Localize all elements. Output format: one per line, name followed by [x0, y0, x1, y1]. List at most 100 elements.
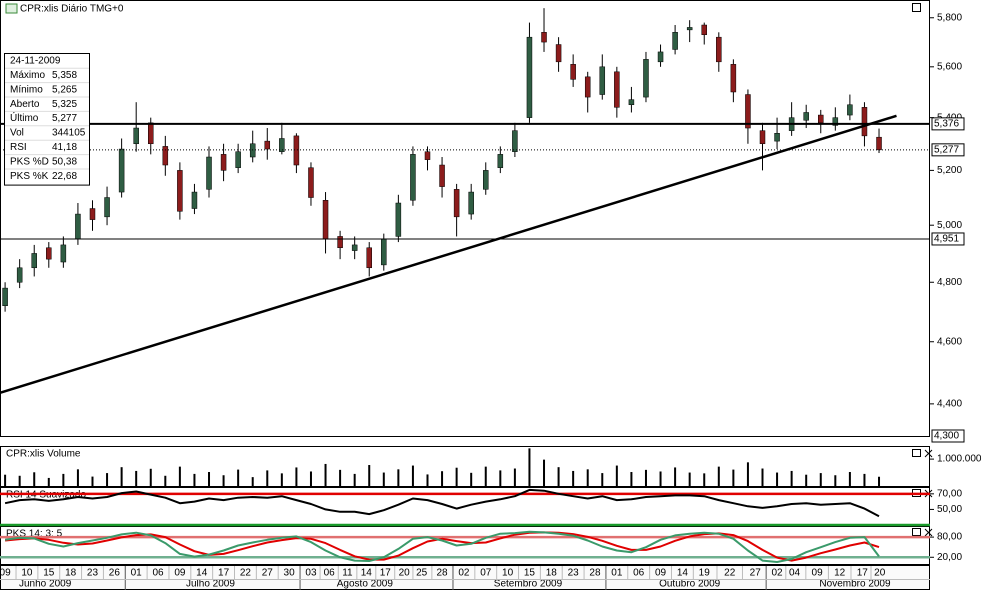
candle-body: [337, 236, 343, 248]
x-tick-label: 10: [21, 568, 33, 579]
chart-title: CPR:xlis Diário TMG+0: [20, 4, 124, 15]
candle-body: [497, 154, 504, 168]
candle-body: [643, 59, 649, 98]
candle-body: [672, 32, 678, 50]
x-tick-label: 02: [772, 568, 784, 579]
last-price-label: 5,277: [934, 144, 959, 155]
volume-bar: [878, 476, 881, 486]
indicator-line: [4, 488, 880, 518]
x-tick-label: 18: [65, 568, 77, 579]
x-tick-label: 15: [524, 568, 536, 579]
pks-panel: [0, 526, 930, 565]
volume-bar: [586, 469, 589, 486]
candle-body: [75, 213, 81, 240]
volume-panel: [0, 446, 930, 487]
x-tick-label: 09: [812, 568, 824, 579]
volume-bar: [295, 467, 298, 486]
main-panel: [0, 0, 930, 437]
y-tick-label: 5,000: [937, 220, 962, 231]
x-tick-label: 23: [87, 568, 99, 579]
candle-body: [614, 71, 620, 108]
volume-bar: [644, 469, 647, 486]
volume-bar: [149, 468, 152, 486]
volume-bar: [776, 472, 779, 486]
candle-body: [293, 135, 300, 166]
volume-bar: [761, 468, 764, 486]
x-tick-label: 20: [874, 568, 886, 579]
candle-body: [351, 244, 358, 251]
volume-bar: [688, 472, 691, 486]
x-tick-label: 30: [284, 568, 296, 579]
volume-bar: [106, 473, 109, 486]
y-tick-label: 4,400: [937, 399, 962, 410]
x-tick-label: 27: [750, 568, 762, 579]
x-tick-label: 17: [857, 568, 869, 579]
panel-title: RSI 14 Suavizado: [6, 490, 86, 501]
y-tick-label: 5,200: [937, 165, 962, 176]
volume-bar: [717, 466, 720, 486]
maximize-icon[interactable]: [912, 449, 921, 457]
y-tick-label: 1.000.000: [937, 454, 982, 465]
date-axis: [0, 565, 930, 590]
volume-bar: [324, 463, 327, 486]
candle-body: [206, 156, 212, 190]
volume-bar: [601, 473, 604, 486]
volume-bar: [309, 471, 312, 486]
candle-body: [395, 202, 402, 237]
candle-body: [832, 117, 839, 126]
candle-body: [424, 151, 431, 160]
volume-bar: [426, 474, 429, 486]
volume-bar: [819, 473, 822, 486]
x-tick-label: 11: [342, 568, 353, 579]
last-price-label-box: [931, 143, 965, 157]
x-tick-label: 06: [324, 568, 336, 579]
volume-bar: [353, 473, 356, 486]
maximize-icon[interactable]: [912, 528, 921, 536]
candle-body: [584, 76, 591, 98]
maximize-icon[interactable]: [912, 3, 921, 12]
close-icon[interactable]: [924, 528, 933, 537]
volume-bar: [557, 467, 560, 486]
candle-body: [876, 136, 882, 151]
candle-body: [526, 36, 533, 118]
volume-bar: [863, 473, 866, 486]
volume-bar: [805, 474, 808, 486]
x-tick-label: 17: [380, 568, 392, 579]
candle-body: [759, 130, 766, 145]
volume-bar: [659, 471, 662, 486]
x-tick-label: 06: [633, 568, 645, 579]
candle-body: [439, 164, 445, 187]
volume-bar: [339, 469, 342, 486]
candle-body: [381, 239, 387, 266]
symbol-icon: [5, 3, 18, 14]
candle-body: [162, 146, 169, 166]
x-tick-label: 12: [834, 568, 846, 579]
x-tick-label: 09: [174, 568, 186, 579]
volume-bar: [615, 465, 618, 486]
x-tick-label: 10: [502, 568, 514, 579]
price-label-box: [931, 117, 965, 131]
info-value: 22,68: [52, 171, 77, 182]
candle-body: [803, 112, 809, 121]
candle-body: [279, 138, 285, 152]
candle-body: [512, 130, 518, 152]
candle-body: [453, 189, 460, 218]
month-label: Setembro 2009: [494, 579, 563, 590]
candle-body: [60, 244, 67, 263]
x-tick-label: 18: [546, 568, 558, 579]
volume-bar: [397, 469, 400, 486]
close-icon[interactable]: [924, 449, 933, 458]
x-tick-label: 15: [43, 568, 55, 579]
price-label: 4,951: [934, 234, 959, 245]
volume-bar: [543, 459, 546, 486]
volume-bar: [33, 472, 36, 486]
y-tick-label: 80,00: [937, 532, 962, 543]
x-tick-label: 22: [724, 568, 736, 579]
x-tick-label: 14: [361, 568, 373, 579]
candle-body: [16, 267, 23, 283]
volume-bar: [135, 470, 138, 486]
info-value: 344105: [52, 128, 86, 139]
volume-bar: [441, 471, 444, 486]
volume-bar: [703, 473, 706, 486]
candle-body: [89, 208, 96, 220]
